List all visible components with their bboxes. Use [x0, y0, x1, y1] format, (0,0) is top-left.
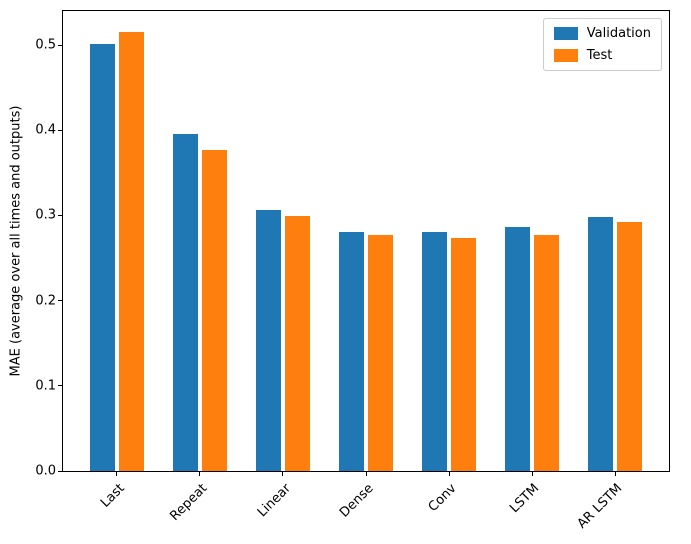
- y-tick-mark: [58, 385, 62, 387]
- bar-test-ar-lstm: [616, 222, 642, 471]
- x-tick-label: Repeat: [167, 481, 211, 524]
- x-tick-label: Dense: [336, 481, 377, 521]
- x-tick-label: Last: [97, 481, 128, 511]
- bar-test-linear: [284, 216, 310, 471]
- bar-validation-last: [90, 44, 116, 471]
- bar-test-repeat: [201, 149, 227, 471]
- y-tick-label: 0.2: [35, 293, 56, 309]
- test-swatch: [553, 49, 578, 62]
- bar-validation-linear: [256, 210, 282, 471]
- bar-test-last: [118, 32, 144, 471]
- x-tick-label: Conv: [425, 481, 460, 515]
- y-tick-label: 0.4: [35, 122, 56, 138]
- legend-label-test: Test: [586, 48, 613, 63]
- legend-label-validation: Validation: [586, 26, 651, 41]
- y-axis-label: MAE (average over all times and outputs): [8, 105, 24, 377]
- x-tick-label: AR LSTM: [574, 481, 626, 532]
- y-tick-label: 0.3: [35, 207, 56, 223]
- bar-validation-ar-lstm: [588, 217, 614, 471]
- legend: Validation Test: [542, 18, 662, 71]
- y-tick-mark: [58, 300, 62, 302]
- x-tick-mark: [282, 472, 284, 476]
- bar-validation-conv: [422, 231, 448, 471]
- y-tick-label: 0.1: [35, 378, 56, 394]
- bar-test-conv: [450, 237, 476, 471]
- y-tick-label: 0.0: [35, 463, 56, 479]
- x-tick-mark: [199, 472, 201, 476]
- bar-validation-lstm: [505, 226, 531, 471]
- x-tick-mark: [614, 472, 616, 476]
- y-tick-mark: [58, 470, 62, 472]
- x-tick-label: Linear: [254, 481, 294, 521]
- x-tick-mark: [116, 472, 118, 476]
- bar-validation-dense: [339, 231, 365, 471]
- x-tick-mark: [448, 472, 450, 476]
- validation-swatch: [553, 27, 578, 40]
- y-tick-label: 0.5: [35, 37, 56, 53]
- x-tick-mark: [365, 472, 367, 476]
- plot-area: Validation Test: [62, 10, 670, 472]
- y-tick-mark: [58, 129, 62, 131]
- bar-test-lstm: [533, 235, 559, 471]
- y-tick-mark: [58, 214, 62, 216]
- bar-test-dense: [367, 235, 393, 471]
- x-tick-label: LSTM: [507, 481, 543, 517]
- y-tick-mark: [58, 44, 62, 46]
- legend-entry-validation: Validation: [553, 26, 651, 41]
- x-tick-mark: [531, 472, 533, 476]
- bar-validation-repeat: [173, 133, 199, 471]
- legend-entry-test: Test: [553, 48, 651, 63]
